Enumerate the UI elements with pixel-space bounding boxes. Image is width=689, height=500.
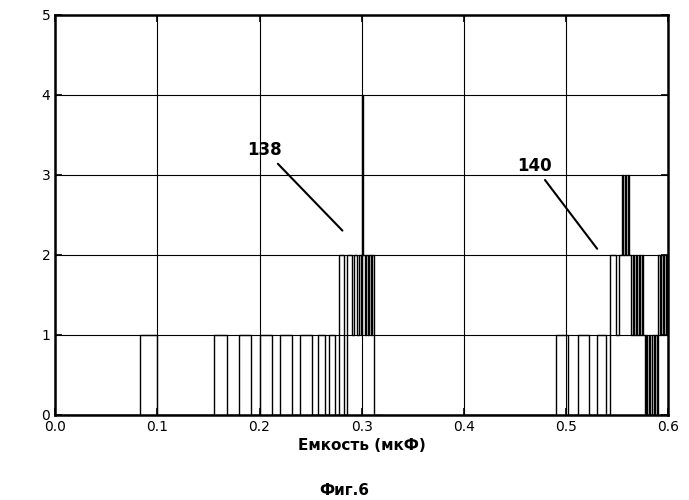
Text: 138: 138 [247, 141, 342, 231]
Text: 140: 140 [517, 157, 597, 249]
X-axis label: Емкость (мкФ): Емкость (мкФ) [298, 438, 426, 453]
Text: Фиг.6: Фиг.6 [320, 483, 369, 498]
